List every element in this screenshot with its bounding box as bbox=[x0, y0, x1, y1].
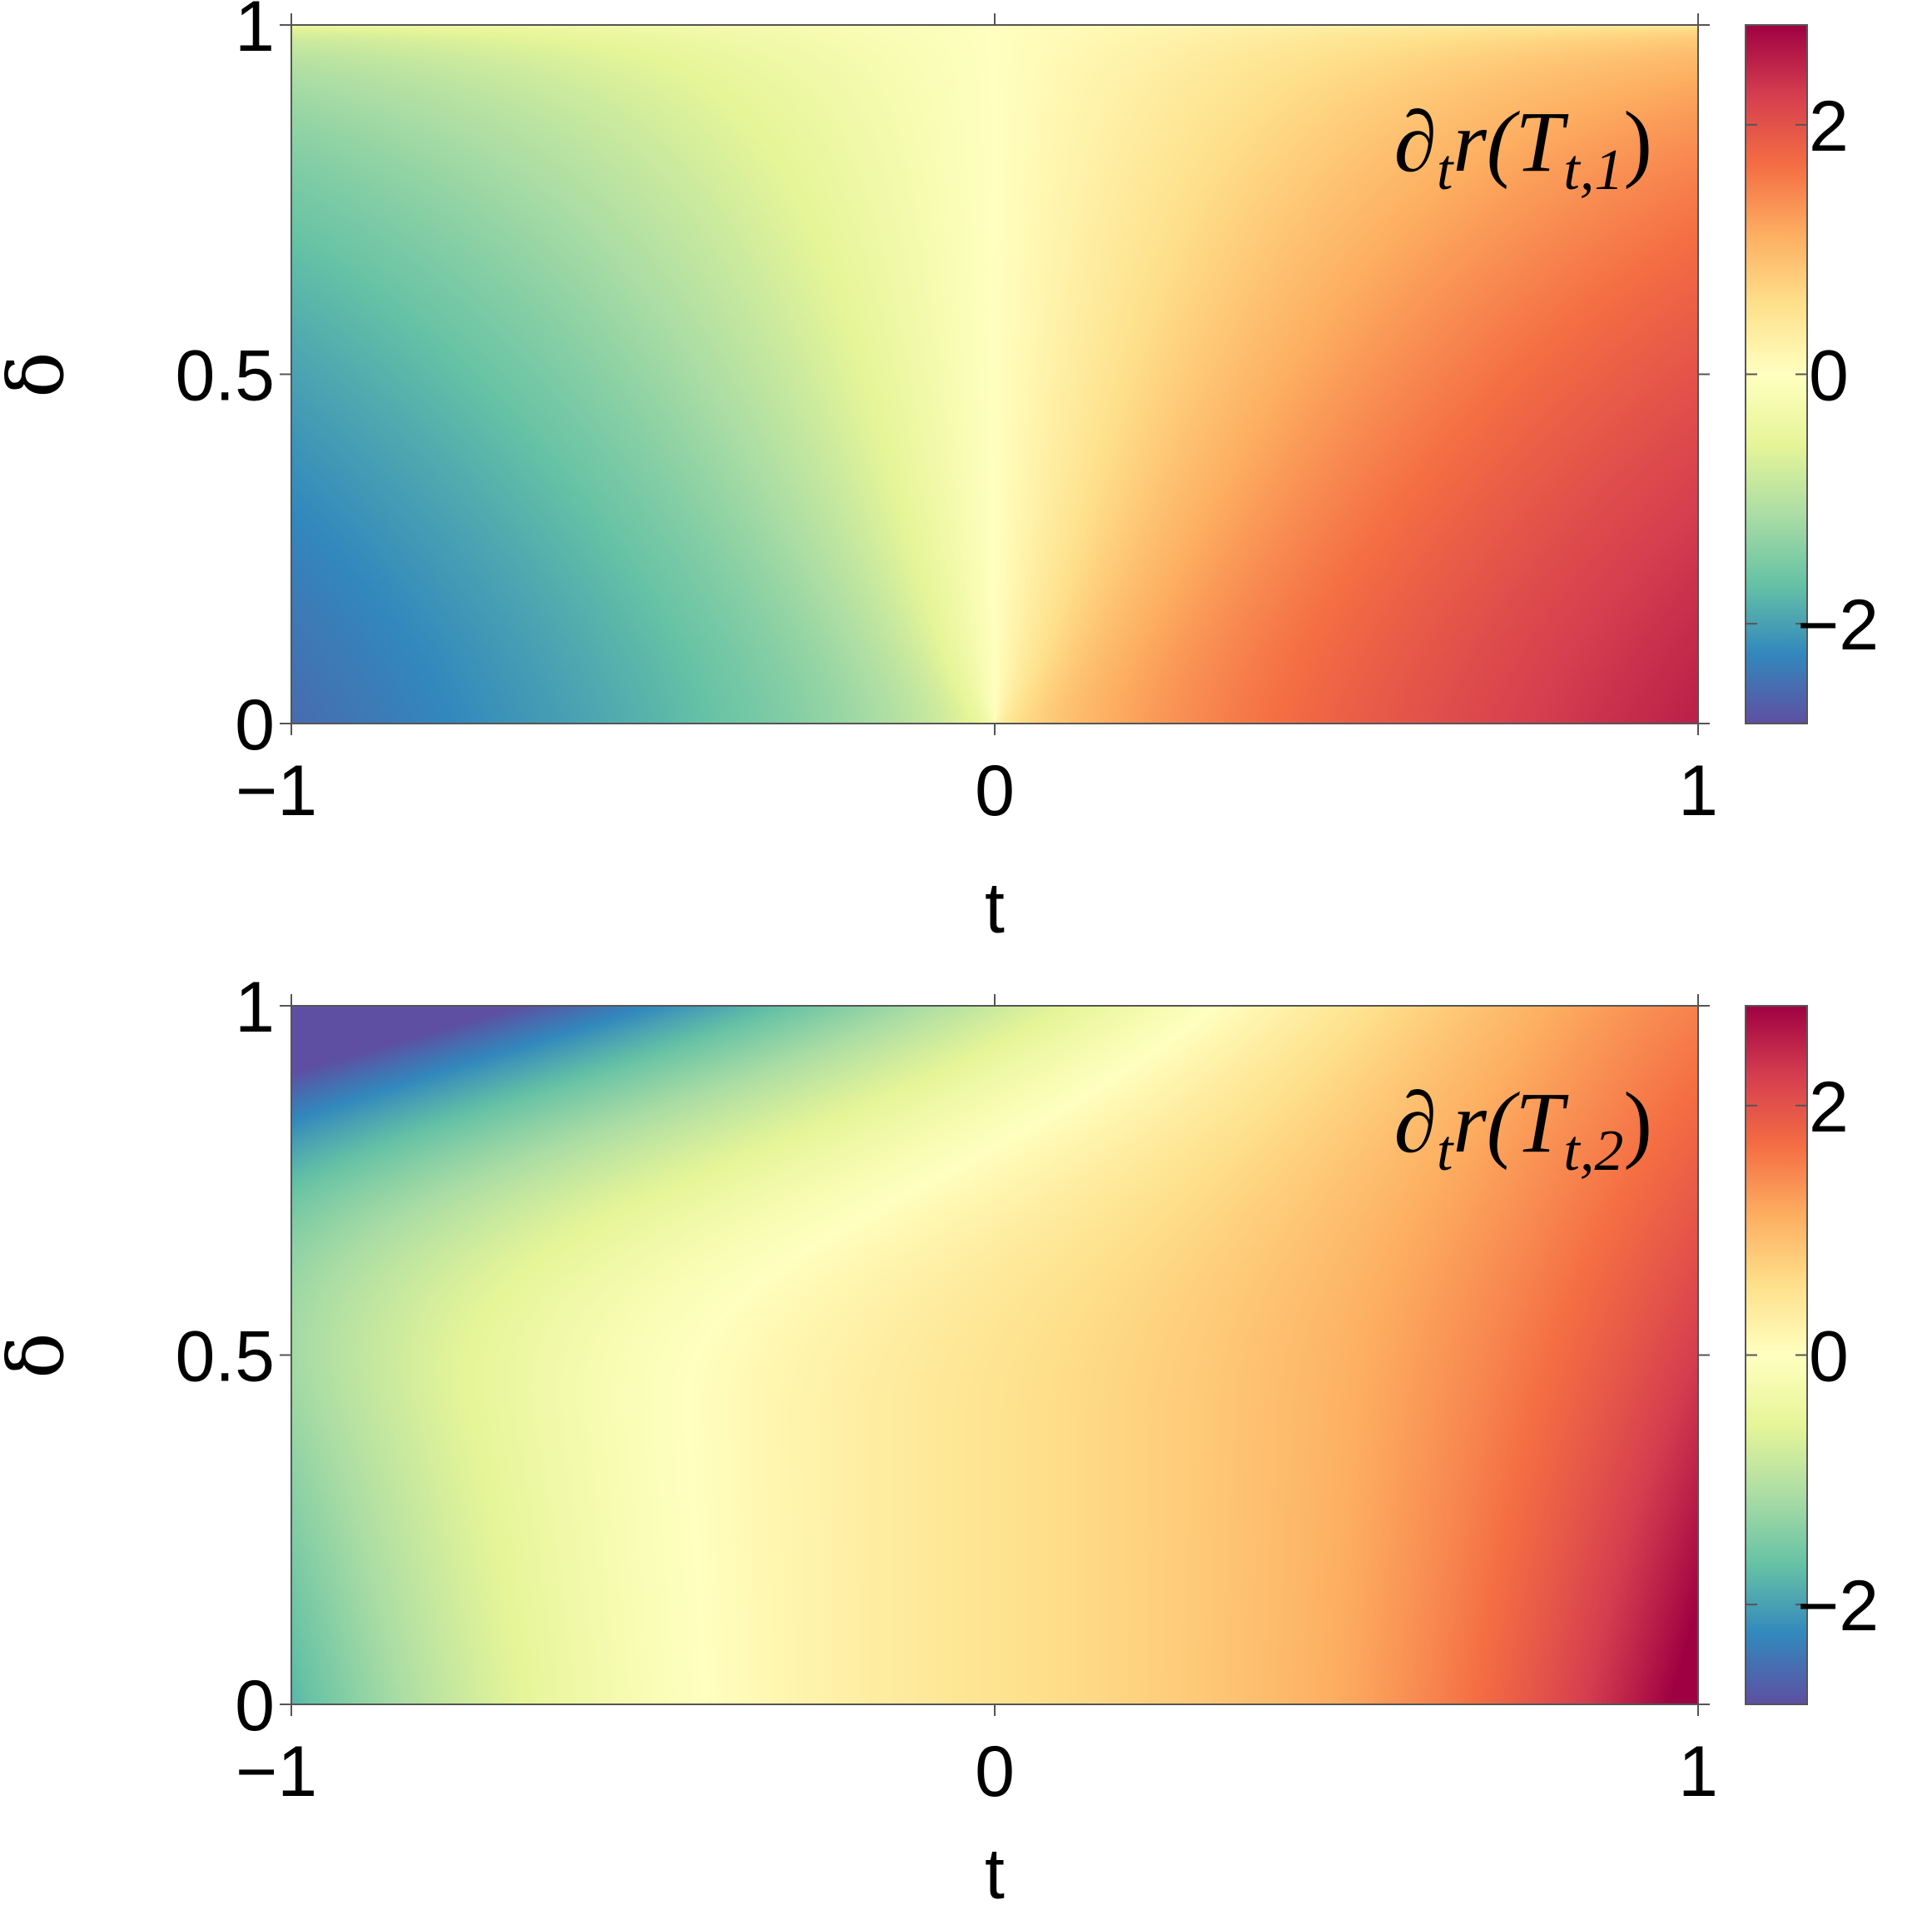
x-tick-label: −1 bbox=[236, 751, 317, 831]
y-tick-label: 1 bbox=[235, 0, 275, 67]
top-colorbar-axis: −2 0 2 bbox=[1746, 87, 1879, 665]
colorbar-tick-label: 2 bbox=[1809, 87, 1849, 167]
bottom-colorbar-axis: −2 0 2 bbox=[1746, 1067, 1879, 1646]
y-tick-label: 0 bbox=[235, 685, 275, 765]
x-tick-label: 0 bbox=[975, 751, 1015, 831]
x-tick-label: 0 bbox=[975, 1732, 1015, 1812]
top-heatmap-area bbox=[291, 25, 1698, 724]
colorbar-tick-label: −2 bbox=[1797, 1566, 1879, 1646]
y-tick-label: 1 bbox=[235, 967, 275, 1047]
colorbar-tick-label: −2 bbox=[1797, 585, 1879, 665]
y-tick-label: 0.5 bbox=[175, 1317, 275, 1397]
top-x-axis-label: t bbox=[985, 868, 1005, 948]
bottom-x-axis: −1 0 1 bbox=[236, 994, 1718, 1812]
top-y-axis-label: δ bbox=[0, 351, 81, 397]
bottom-annotation: ∂tr(Tt,2) bbox=[1394, 1075, 1652, 1183]
colorbar-tick-label: 2 bbox=[1809, 1067, 1849, 1147]
top-y-axis: 00.51 bbox=[175, 0, 1710, 765]
bottom-x-axis-label: t bbox=[985, 1834, 1005, 1910]
bottom-y-axis-label: δ bbox=[0, 1332, 81, 1378]
x-tick-label: 1 bbox=[1678, 1732, 1718, 1812]
x-tick-label: −1 bbox=[236, 1732, 317, 1812]
y-tick-label: 0.5 bbox=[175, 336, 275, 416]
colorbar-tick-label: 0 bbox=[1809, 1317, 1849, 1397]
top-heatmap-panel: −1 0 1 00.51 t δ ∂tr(Tt,1) −202 bbox=[0, 0, 1879, 948]
bottom-heatmap-panel: −1 0 1 00.51 t δ ∂tr(Tt,2) −202 bbox=[0, 967, 1879, 1910]
y-tick-label: 0 bbox=[235, 1666, 275, 1746]
top-x-axis: −1 0 1 bbox=[236, 13, 1718, 831]
bottom-y-axis: 00.51 bbox=[175, 967, 1710, 1746]
colorbar-tick-label: 0 bbox=[1809, 336, 1849, 416]
x-tick-label: 1 bbox=[1678, 751, 1718, 831]
top-annotation: ∂tr(Tt,1) bbox=[1394, 94, 1652, 202]
bottom-heatmap-area bbox=[291, 1006, 1698, 1704]
